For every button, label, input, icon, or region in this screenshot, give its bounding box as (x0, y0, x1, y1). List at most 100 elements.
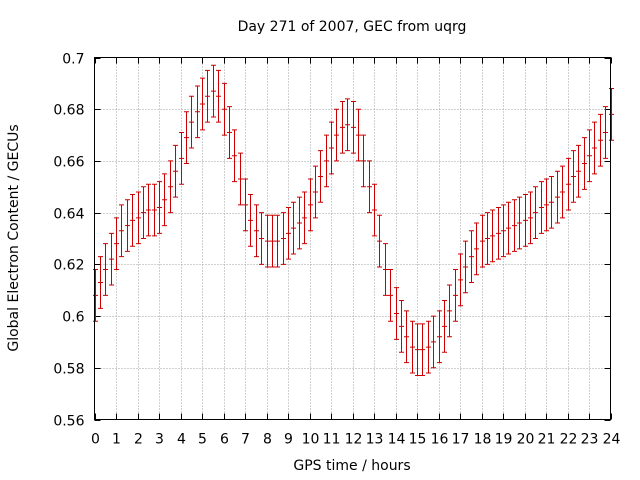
x-tick-label: 0 (91, 432, 100, 448)
chart-title: Day 271 of 2007, GEC from uqrg (238, 19, 467, 35)
error-bar-point (517, 196, 522, 250)
error-bar-point (227, 106, 232, 159)
error-bar-point (286, 206, 291, 260)
error-bar-point (136, 191, 141, 245)
error-bar-point (281, 212, 286, 265)
x-tick-label: 18 (474, 432, 492, 448)
error-bar-point (388, 269, 393, 322)
error-bar-point (485, 212, 490, 265)
error-bar-point (297, 196, 302, 250)
error-bar-point (356, 108, 361, 162)
x-axis-label: GPS time / hours (293, 458, 410, 474)
x-tick-label: 15 (409, 432, 427, 448)
y-tick-label: 0.56 (53, 414, 84, 430)
y-tick-label: 0.64 (53, 207, 84, 223)
x-tick-label: 7 (241, 432, 250, 448)
error-bar-point (523, 194, 528, 247)
error-bar-point (458, 253, 463, 307)
error-bar-point (361, 134, 366, 188)
error-bar-point (329, 121, 334, 175)
error-bar-point (146, 183, 151, 237)
x-tick-label: 2 (134, 432, 143, 448)
error-bar-point (603, 106, 608, 159)
error-bar-point (474, 222, 479, 276)
error-bar-point (114, 217, 119, 271)
x-tick-label: 22 (560, 432, 578, 448)
error-bar-point (184, 111, 189, 165)
error-bar-point (157, 181, 162, 234)
error-bar-point (168, 160, 173, 214)
error-bar-point (162, 173, 167, 227)
error-bar-point (555, 170, 560, 224)
error-bar-point (453, 269, 458, 322)
error-bar-point (539, 181, 544, 234)
error-bar-point (302, 191, 307, 245)
x-tick-label: 20 (517, 432, 535, 448)
error-bar-point (576, 144, 581, 198)
x-tick-label: 5 (198, 432, 207, 448)
error-bar-point (501, 204, 506, 258)
y-tick-label: 0.7 (62, 52, 84, 68)
error-bar-point (549, 175, 554, 229)
error-bar-point (587, 129, 592, 183)
error-bar-point (506, 201, 511, 255)
x-tick-label: 1 (112, 432, 121, 448)
error-bar-point (119, 204, 124, 258)
error-bar-point (469, 230, 474, 283)
error-bar-point (216, 69, 221, 123)
x-tick-label: 8 (263, 432, 272, 448)
error-bar-point (103, 243, 108, 296)
error-bar-point (496, 206, 501, 260)
error-bar-point (420, 323, 425, 377)
error-bar-point (383, 243, 388, 296)
axis-ticks (94, 57, 612, 421)
error-bar-point (399, 300, 404, 353)
error-bar-point (109, 232, 114, 286)
x-tick-label: 17 (452, 432, 470, 448)
error-bar-point (415, 323, 420, 377)
x-tick-label: 9 (284, 432, 293, 448)
error-bar-point (205, 69, 210, 123)
error-bar-point (431, 315, 436, 369)
x-tick-label: 19 (495, 432, 513, 448)
error-bar-point (232, 129, 237, 183)
x-tick-label: 10 (302, 432, 320, 448)
error-bar-point (189, 95, 194, 149)
error-bar-point (243, 178, 248, 232)
error-bar-point (447, 284, 452, 338)
error-bar-point (442, 300, 447, 353)
y-tick-label: 0.68 (53, 103, 84, 119)
error-bar-point (152, 183, 157, 237)
plot-frame (94, 57, 611, 420)
y-tick-label: 0.62 (53, 258, 84, 274)
error-bar-point (195, 85, 200, 139)
x-tick-label: 16 (431, 432, 449, 448)
x-tick-labels: 0 1 2 3 4 5 6 7 8 9 10 11 12 13 14 15 16 17 18 19 20 21 22 23 24 (91, 432, 620, 448)
error-bar-point (410, 320, 415, 374)
x-tick-label: 14 (388, 432, 406, 448)
error-bar-point (98, 256, 103, 309)
y-tick-label: 0.6 (62, 310, 84, 326)
error-bar-point (544, 178, 549, 232)
error-bar-point (571, 150, 576, 203)
error-bar-point (609, 88, 614, 141)
error-bar-point (313, 165, 318, 219)
error-bar-point (533, 186, 538, 239)
error-bar-point (480, 214, 485, 268)
error-bar-point (351, 100, 356, 154)
error-bar-point (222, 82, 227, 136)
error-bar-point (345, 98, 350, 152)
error-bar-point (437, 310, 442, 364)
error-bar-point (179, 131, 184, 185)
error-bar-point (560, 165, 565, 219)
error-bar-point (490, 209, 495, 263)
error-bar-point (372, 183, 377, 237)
error-bar-point (291, 201, 296, 255)
error-bar-point (211, 64, 216, 118)
x-tick-label: 21 (538, 432, 556, 448)
error-bar-point (582, 137, 587, 190)
error-bar-point (426, 320, 431, 374)
y-tick-label: 0.58 (53, 362, 84, 378)
error-bar-point (254, 204, 259, 258)
